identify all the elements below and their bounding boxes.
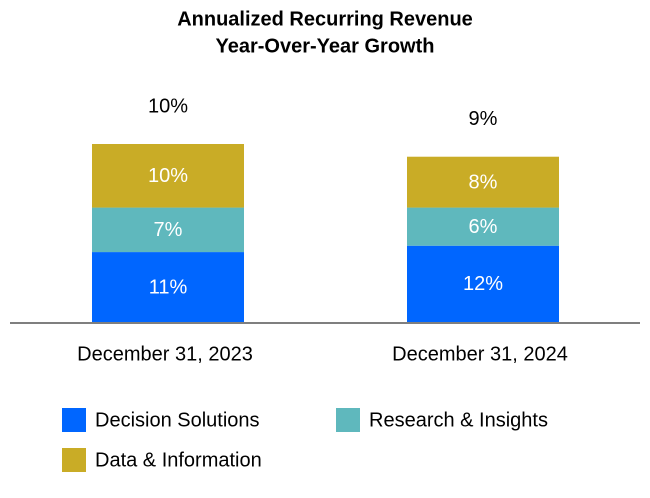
segment-label: 7%	[154, 219, 183, 241]
bar-segment	[407, 156, 559, 208]
legend-label: Decision Solutions	[95, 409, 260, 431]
segment-label: 8%	[469, 171, 498, 193]
bar-segment	[407, 207, 559, 246]
bar-segment	[92, 144, 244, 208]
x-tick-label: December 31, 2023	[77, 343, 253, 365]
chart-title: Annualized Recurring Revenue	[177, 8, 473, 30]
bar-segment	[92, 207, 244, 253]
segment-label: 12%	[463, 273, 503, 295]
legend-swatch	[336, 408, 360, 432]
legend-swatch	[62, 408, 86, 432]
legend-label: Data & Information	[95, 449, 262, 471]
segment-label: 10%	[148, 165, 188, 187]
total-label: 10%	[148, 95, 188, 117]
segment-label: 6%	[469, 216, 498, 238]
chart-subtitle: Year-Over-Year Growth	[216, 35, 435, 57]
legend-label: Research & Insights	[369, 409, 548, 431]
bar-segment	[92, 252, 244, 322]
total-label: 9%	[469, 108, 498, 130]
legend-swatch	[62, 448, 86, 472]
bar-segment	[407, 245, 559, 322]
x-tick-label: December 31, 2024	[392, 343, 568, 365]
segment-label: 11%	[149, 276, 188, 298]
